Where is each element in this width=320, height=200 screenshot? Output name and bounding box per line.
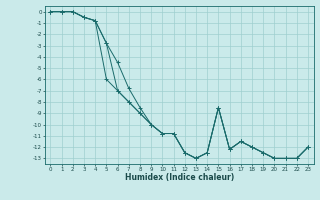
X-axis label: Humidex (Indice chaleur): Humidex (Indice chaleur): [124, 173, 234, 182]
